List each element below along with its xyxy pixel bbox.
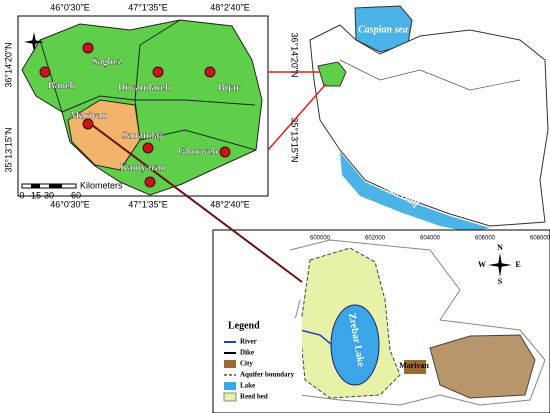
sea-label: Caspian sea	[358, 24, 408, 35]
top-coordinate: 46°0'30"E	[50, 2, 90, 12]
scale-tick: 15	[31, 190, 41, 200]
legend-symbol	[224, 382, 236, 390]
district-border	[135, 99, 256, 106]
city-marker	[204, 66, 216, 78]
legend-item: City	[240, 360, 253, 368]
district-border	[134, 19, 181, 101]
city-marker	[82, 42, 94, 54]
right-coordinate: 36°14'20"N	[290, 32, 300, 77]
scale-tick: 60	[71, 190, 81, 200]
scale-bar	[31, 184, 40, 188]
scale-tick: 30	[44, 190, 54, 200]
city-marker	[82, 118, 94, 130]
bottom-coordinate: 46°0'30"E	[50, 199, 90, 209]
right-coordinate: 35°13'15"N	[290, 117, 300, 162]
x-coordinate: 606000	[475, 236, 496, 242]
compass-letter: S	[498, 277, 503, 286]
city-label: Marivan	[399, 361, 429, 370]
city-label: Sanandaj	[122, 130, 163, 141]
left-coordinate: 35°13'15"N	[3, 127, 13, 172]
city-label: Baneh	[48, 80, 76, 91]
legend-item: Dike	[240, 349, 254, 357]
legend-symbol	[223, 392, 237, 402]
legend-item: Lake	[240, 382, 255, 390]
top-coordinate: 47°1'35"E	[128, 2, 168, 12]
city-label: Kamyaran	[120, 162, 167, 173]
legend-item: Reed bed	[240, 393, 268, 401]
legend-item: River	[240, 338, 257, 346]
city-label: Bijar	[218, 82, 241, 93]
city-area	[404, 360, 426, 374]
district-border	[139, 129, 257, 151]
x-coordinate: 600000	[310, 236, 331, 242]
scale-unit: Kilometers	[80, 180, 123, 190]
compass	[488, 253, 512, 277]
city-marker	[219, 146, 231, 158]
legend-symbol	[224, 360, 236, 368]
reed-bed	[429, 334, 536, 399]
river	[299, 329, 333, 346]
compass-letter: N	[497, 243, 503, 252]
city-label: Ghorweh	[178, 146, 218, 157]
legend-title: Legend	[228, 320, 260, 331]
city-label: Saghez	[92, 56, 123, 67]
left-coordinate: 36°14'20"N	[3, 42, 13, 87]
catchment	[289, 239, 546, 406]
x-coordinate: 602000	[365, 236, 386, 242]
compass-letter: W	[478, 260, 486, 269]
connector	[87, 121, 303, 283]
compass	[24, 32, 44, 52]
district-border	[39, 39, 63, 113]
city-label: Marivan	[70, 110, 108, 121]
city-marker	[142, 142, 154, 154]
bottom-coordinate: 48°2'40"E	[210, 199, 250, 209]
x-coordinate: 608000	[530, 236, 550, 242]
persian-gulf	[340, 152, 490, 232]
legend-item: Aquifer boundary	[240, 371, 295, 379]
iran-outline	[309, 24, 549, 227]
kurdistan-highlight	[317, 61, 347, 87]
scale-bar	[49, 184, 62, 188]
province-borders	[339, 59, 521, 91]
city-marker	[144, 176, 156, 188]
city-marker	[152, 66, 164, 78]
city-label: Diwandareh	[118, 82, 171, 93]
top-coordinate: 48°2'40"E	[210, 2, 250, 12]
x-coordinate: 604000	[420, 236, 441, 242]
scale-tick: 0	[19, 190, 24, 200]
city-marker	[39, 66, 51, 78]
compass-letter: E	[515, 260, 520, 269]
bottom-coordinate: 47°1'35"E	[128, 199, 168, 209]
connector	[267, 83, 327, 151]
